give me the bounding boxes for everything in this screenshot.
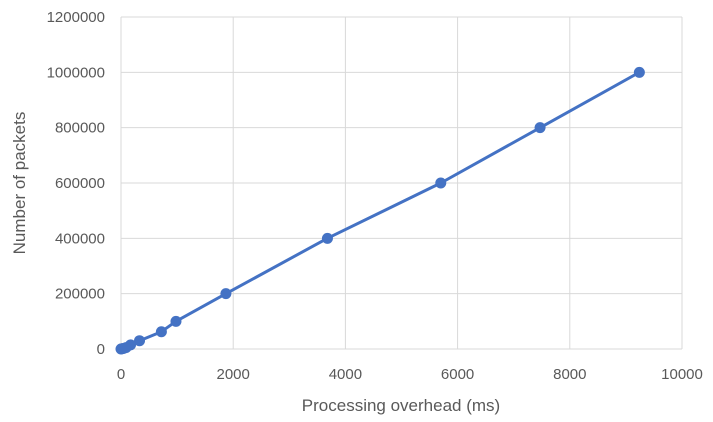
x-axis-title: Processing overhead (ms) [302,396,500,415]
data-point [633,66,645,78]
x-tick-label: 6000 [441,366,474,383]
data-series [115,66,645,355]
y-tick-label: 600000 [55,175,105,192]
x-tick-label: 4000 [329,366,362,383]
y-tick-label: 0 [97,341,105,358]
data-point [134,335,146,347]
y-tick-label: 400000 [55,230,105,247]
y-tick-label: 200000 [55,286,105,303]
data-point [321,232,333,244]
tick-labels: 0 200000 400000 600000 800000 1000000 1200000 0… [47,9,703,383]
x-tick-label: 2000 [217,366,250,383]
x-tick-label: 10000 [661,366,703,383]
x-tick-label: 8000 [553,366,586,383]
y-tick-label: 1000000 [47,64,105,81]
data-point [534,122,546,134]
data-point [435,177,447,189]
y-tick-label: 800000 [55,120,105,137]
y-axis-title: Number of packets [10,112,29,255]
data-point [170,315,182,327]
data-point [125,339,137,351]
data-point [220,288,232,300]
gridlines [120,16,683,350]
series-line [120,70,641,351]
x-tick-label: 0 [117,366,125,383]
data-point [155,326,167,338]
y-tick-label: 1200000 [47,9,105,26]
